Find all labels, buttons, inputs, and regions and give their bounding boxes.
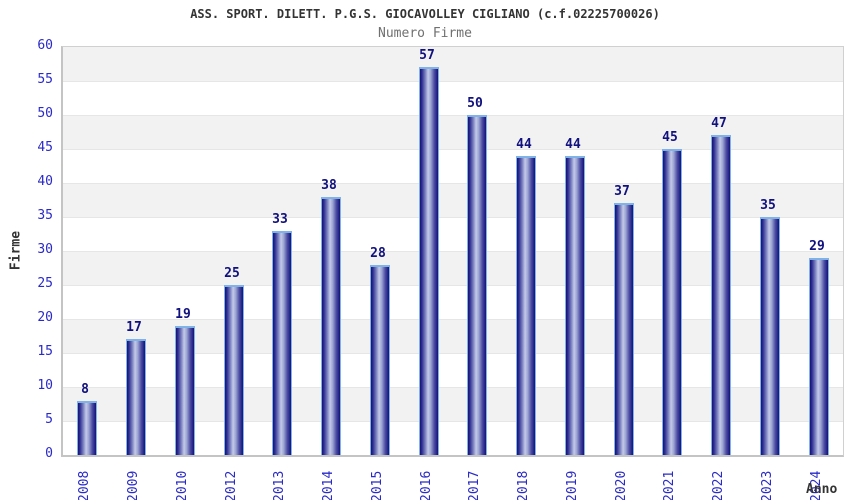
bar-value-label: 57 (419, 48, 435, 63)
bar-2010 (175, 326, 195, 455)
bar-2024 (809, 258, 829, 455)
x-tick-label: 2010 (175, 470, 190, 500)
x-tick-label: 2023 (760, 470, 775, 500)
x-tick-label: 2018 (516, 470, 531, 500)
y-tick-label: 50 (37, 106, 53, 121)
y-tick-label: 10 (37, 378, 53, 393)
y-tick-label: 55 (37, 72, 53, 87)
bar-value-label: 17 (126, 320, 142, 335)
bar-2014 (321, 197, 341, 455)
plot-band (63, 47, 843, 81)
x-axis-label: Anno (806, 482, 838, 497)
y-tick-label: 15 (37, 344, 53, 359)
bar-2015 (370, 265, 390, 455)
bar-2021 (662, 149, 682, 455)
bar-value-label: 45 (662, 130, 678, 145)
bar-value-label: 19 (175, 307, 191, 322)
chart-title: ASS. SPORT. DILETT. P.G.S. GIOCAVOLLEY C… (190, 7, 660, 21)
bar-value-label: 44 (516, 137, 532, 152)
bar-value-label: 37 (614, 184, 630, 199)
bar-value-label: 33 (272, 212, 288, 227)
bar-2020 (614, 203, 634, 455)
x-tick-label: 2020 (614, 470, 629, 500)
y-tick-label: 20 (37, 310, 53, 325)
y-tick-label: 45 (37, 140, 53, 155)
bar-2012 (224, 285, 244, 455)
y-tick-label: 35 (37, 208, 53, 223)
bar-value-label: 29 (809, 239, 825, 254)
x-tick-label: 2021 (662, 470, 677, 500)
x-tick-label: 2017 (467, 470, 482, 500)
bar-value-label: 47 (711, 116, 727, 131)
bar-value-label: 35 (760, 198, 776, 213)
bar-2022 (711, 135, 731, 455)
x-tick-label: 2015 (370, 470, 385, 500)
bar-2009 (126, 339, 146, 455)
bar-value-label: 38 (321, 178, 337, 193)
bar-2017 (467, 115, 487, 455)
y-tick-label: 25 (37, 276, 53, 291)
plot-band (63, 115, 843, 149)
chart-subtitle: Numero Firme (378, 26, 472, 41)
x-tick-label: 2019 (565, 470, 580, 500)
x-tick-label: 2008 (77, 470, 92, 500)
bar-2019 (565, 156, 585, 455)
x-tick-label: 2013 (272, 470, 287, 500)
x-tick-label: 2016 (419, 470, 434, 500)
plot-area (61, 46, 844, 457)
plot-band (63, 81, 843, 115)
bar-value-label: 25 (224, 266, 240, 281)
bar-value-label: 44 (565, 137, 581, 152)
bar-value-label: 50 (467, 96, 483, 111)
y-tick-label: 5 (45, 412, 53, 427)
x-tick-label: 2009 (126, 470, 141, 500)
bar-value-label: 28 (370, 246, 386, 261)
bar-2016 (419, 67, 439, 455)
bar-2013 (272, 231, 292, 455)
bar-2023 (760, 217, 780, 455)
y-tick-label: 60 (37, 38, 53, 53)
y-tick-label: 30 (37, 242, 53, 257)
x-tick-label: 2022 (711, 470, 726, 500)
x-tick-label: 2012 (224, 470, 239, 500)
y-tick-label: 0 (45, 446, 53, 461)
bar-2018 (516, 156, 536, 455)
bar-2008 (77, 401, 97, 455)
bar-value-label: 8 (81, 382, 89, 397)
y-tick-label: 40 (37, 174, 53, 189)
x-tick-label: 2014 (321, 470, 336, 500)
